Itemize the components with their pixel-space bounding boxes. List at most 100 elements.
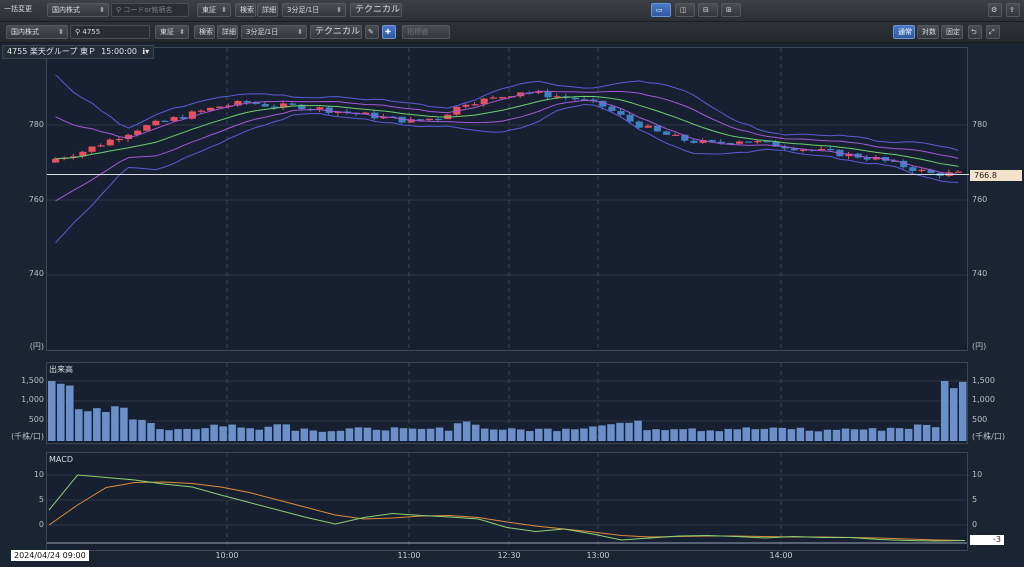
volume-bar <box>670 429 678 441</box>
candle <box>672 134 680 136</box>
volume-bar <box>66 385 74 441</box>
market-select[interactable]: 国内株式 <box>6 25 68 39</box>
volume-bar <box>408 428 417 441</box>
time-label: 12:30 <box>497 551 521 560</box>
layout-single-button[interactable]: ▭ <box>651 3 671 17</box>
candle <box>653 125 662 132</box>
two-column-layout-icon: ◫ <box>680 6 687 14</box>
candle <box>954 171 962 173</box>
candle <box>745 141 753 143</box>
candle <box>425 118 434 121</box>
share-icon: ⇪ <box>1009 6 1015 14</box>
volume-bar <box>544 428 552 441</box>
volume-bar <box>895 428 904 441</box>
volume-bar <box>399 428 408 441</box>
settings-button[interactable]: ⚙ <box>988 3 1002 17</box>
volume-bar <box>553 431 561 441</box>
current-price-marker: 766.8 <box>970 170 1022 181</box>
volume-bar <box>102 411 110 441</box>
layout-four-button[interactable]: ⊞ <box>721 3 741 17</box>
interval-select[interactable]: 3分足/1日 <box>241 25 307 39</box>
volume-bar <box>724 428 732 441</box>
reset-button[interactable]: ⮌ <box>968 25 982 39</box>
layout-two-column-button[interactable]: ◫ <box>675 3 695 17</box>
candle <box>900 160 908 168</box>
macd-chart-panel[interactable] <box>46 452 968 551</box>
volume-bar <box>237 427 245 441</box>
candle <box>799 149 807 151</box>
macd-tick-right: 10 <box>972 470 983 479</box>
candle <box>188 111 196 119</box>
crosshair-button[interactable]: ✚ <box>382 25 396 39</box>
market-select-top[interactable]: 国内株式 <box>47 3 109 17</box>
detail-button[interactable]: 詳細 <box>217 25 238 39</box>
price-tick-right: 760 <box>972 195 988 204</box>
indicator-value-button[interactable]: 指標値 <box>402 25 450 39</box>
two-row-layout-icon: ⊟ <box>703 6 709 14</box>
scale-log-button[interactable]: 対数 <box>917 25 939 39</box>
macd-tick-right: 0 <box>972 520 978 529</box>
volume-bar <box>381 430 390 441</box>
volume-bar <box>93 408 101 441</box>
volume-bar <box>841 428 850 441</box>
pencil-icon: ✎ <box>368 28 374 36</box>
gear-icon: ⚙ <box>991 6 998 14</box>
price-tick-left: 760 <box>28 195 44 204</box>
detail-button-top[interactable]: 詳細 <box>257 3 278 17</box>
interval-select-top[interactable]: 3分足/1日 <box>282 3 346 17</box>
volume-bar <box>255 429 263 441</box>
info-icon[interactable]: ℹ▾ <box>142 47 150 56</box>
moving-average-line <box>55 95 959 167</box>
volume-bar <box>219 426 227 441</box>
volume-bar <box>922 424 931 441</box>
candle <box>736 141 744 144</box>
volume-bar <box>931 427 940 441</box>
volume-bar <box>805 430 814 441</box>
price-chart-panel[interactable] <box>46 47 968 351</box>
candle <box>726 142 734 145</box>
volume-unit-left: (千株/口) <box>11 432 44 441</box>
candle <box>891 160 899 162</box>
exchange-select[interactable]: 東証 <box>155 25 189 39</box>
volume-bar <box>129 419 137 441</box>
share-button[interactable]: ⇪ <box>1006 3 1020 17</box>
time-label: 14:00 <box>769 551 793 560</box>
volume-bar <box>634 420 642 441</box>
candle <box>553 96 561 98</box>
macd-line <box>48 474 966 542</box>
draw-button[interactable]: ✎ <box>365 25 379 39</box>
candle <box>781 146 789 149</box>
code-input[interactable]: ⚲ 4755 <box>70 25 150 39</box>
technical-button[interactable]: テクニカル <box>310 25 362 39</box>
stock-name: 4755 楽天グループ 東Ｐ <box>7 47 96 56</box>
candle <box>252 102 260 105</box>
scale-fixed-button[interactable]: 固定 <box>941 25 963 39</box>
candle <box>717 141 725 143</box>
undo-icon: ⮌ <box>971 28 977 36</box>
macd-tick-left: 10 <box>33 470 44 479</box>
technical-button-top[interactable]: テクニカル <box>350 3 402 17</box>
volume-bar <box>363 427 372 441</box>
candle <box>161 120 169 123</box>
bulk-change-button[interactable]: 一括変更 <box>4 5 32 13</box>
candle <box>845 153 853 157</box>
candle <box>580 99 589 101</box>
volume-bar <box>913 424 922 441</box>
scale-normal-button[interactable]: 通常 <box>893 25 915 39</box>
bollinger-lower-2 <box>55 104 959 244</box>
code-search-input-top[interactable]: ⚲ コードor銘柄名 <box>111 3 189 17</box>
exchange-select-top[interactable]: 東証 <box>197 3 231 17</box>
volume-tick-left: 500 <box>28 415 44 424</box>
price-unit-right: (円) <box>972 342 987 351</box>
search-button-top[interactable]: 検索 <box>235 3 256 17</box>
candle <box>280 103 288 108</box>
volume-tick-right: 1,500 <box>972 376 995 385</box>
search-button[interactable]: 検索 <box>194 25 215 39</box>
layout-two-row-button[interactable]: ⊟ <box>698 3 718 17</box>
candle <box>261 104 269 107</box>
stock-time: 15:00:00 <box>101 47 137 56</box>
fullscreen-button[interactable]: ⤢ <box>986 25 1000 39</box>
volume-bar <box>886 427 895 441</box>
volume-bar <box>201 428 209 441</box>
volume-chart-panel[interactable] <box>46 362 968 444</box>
